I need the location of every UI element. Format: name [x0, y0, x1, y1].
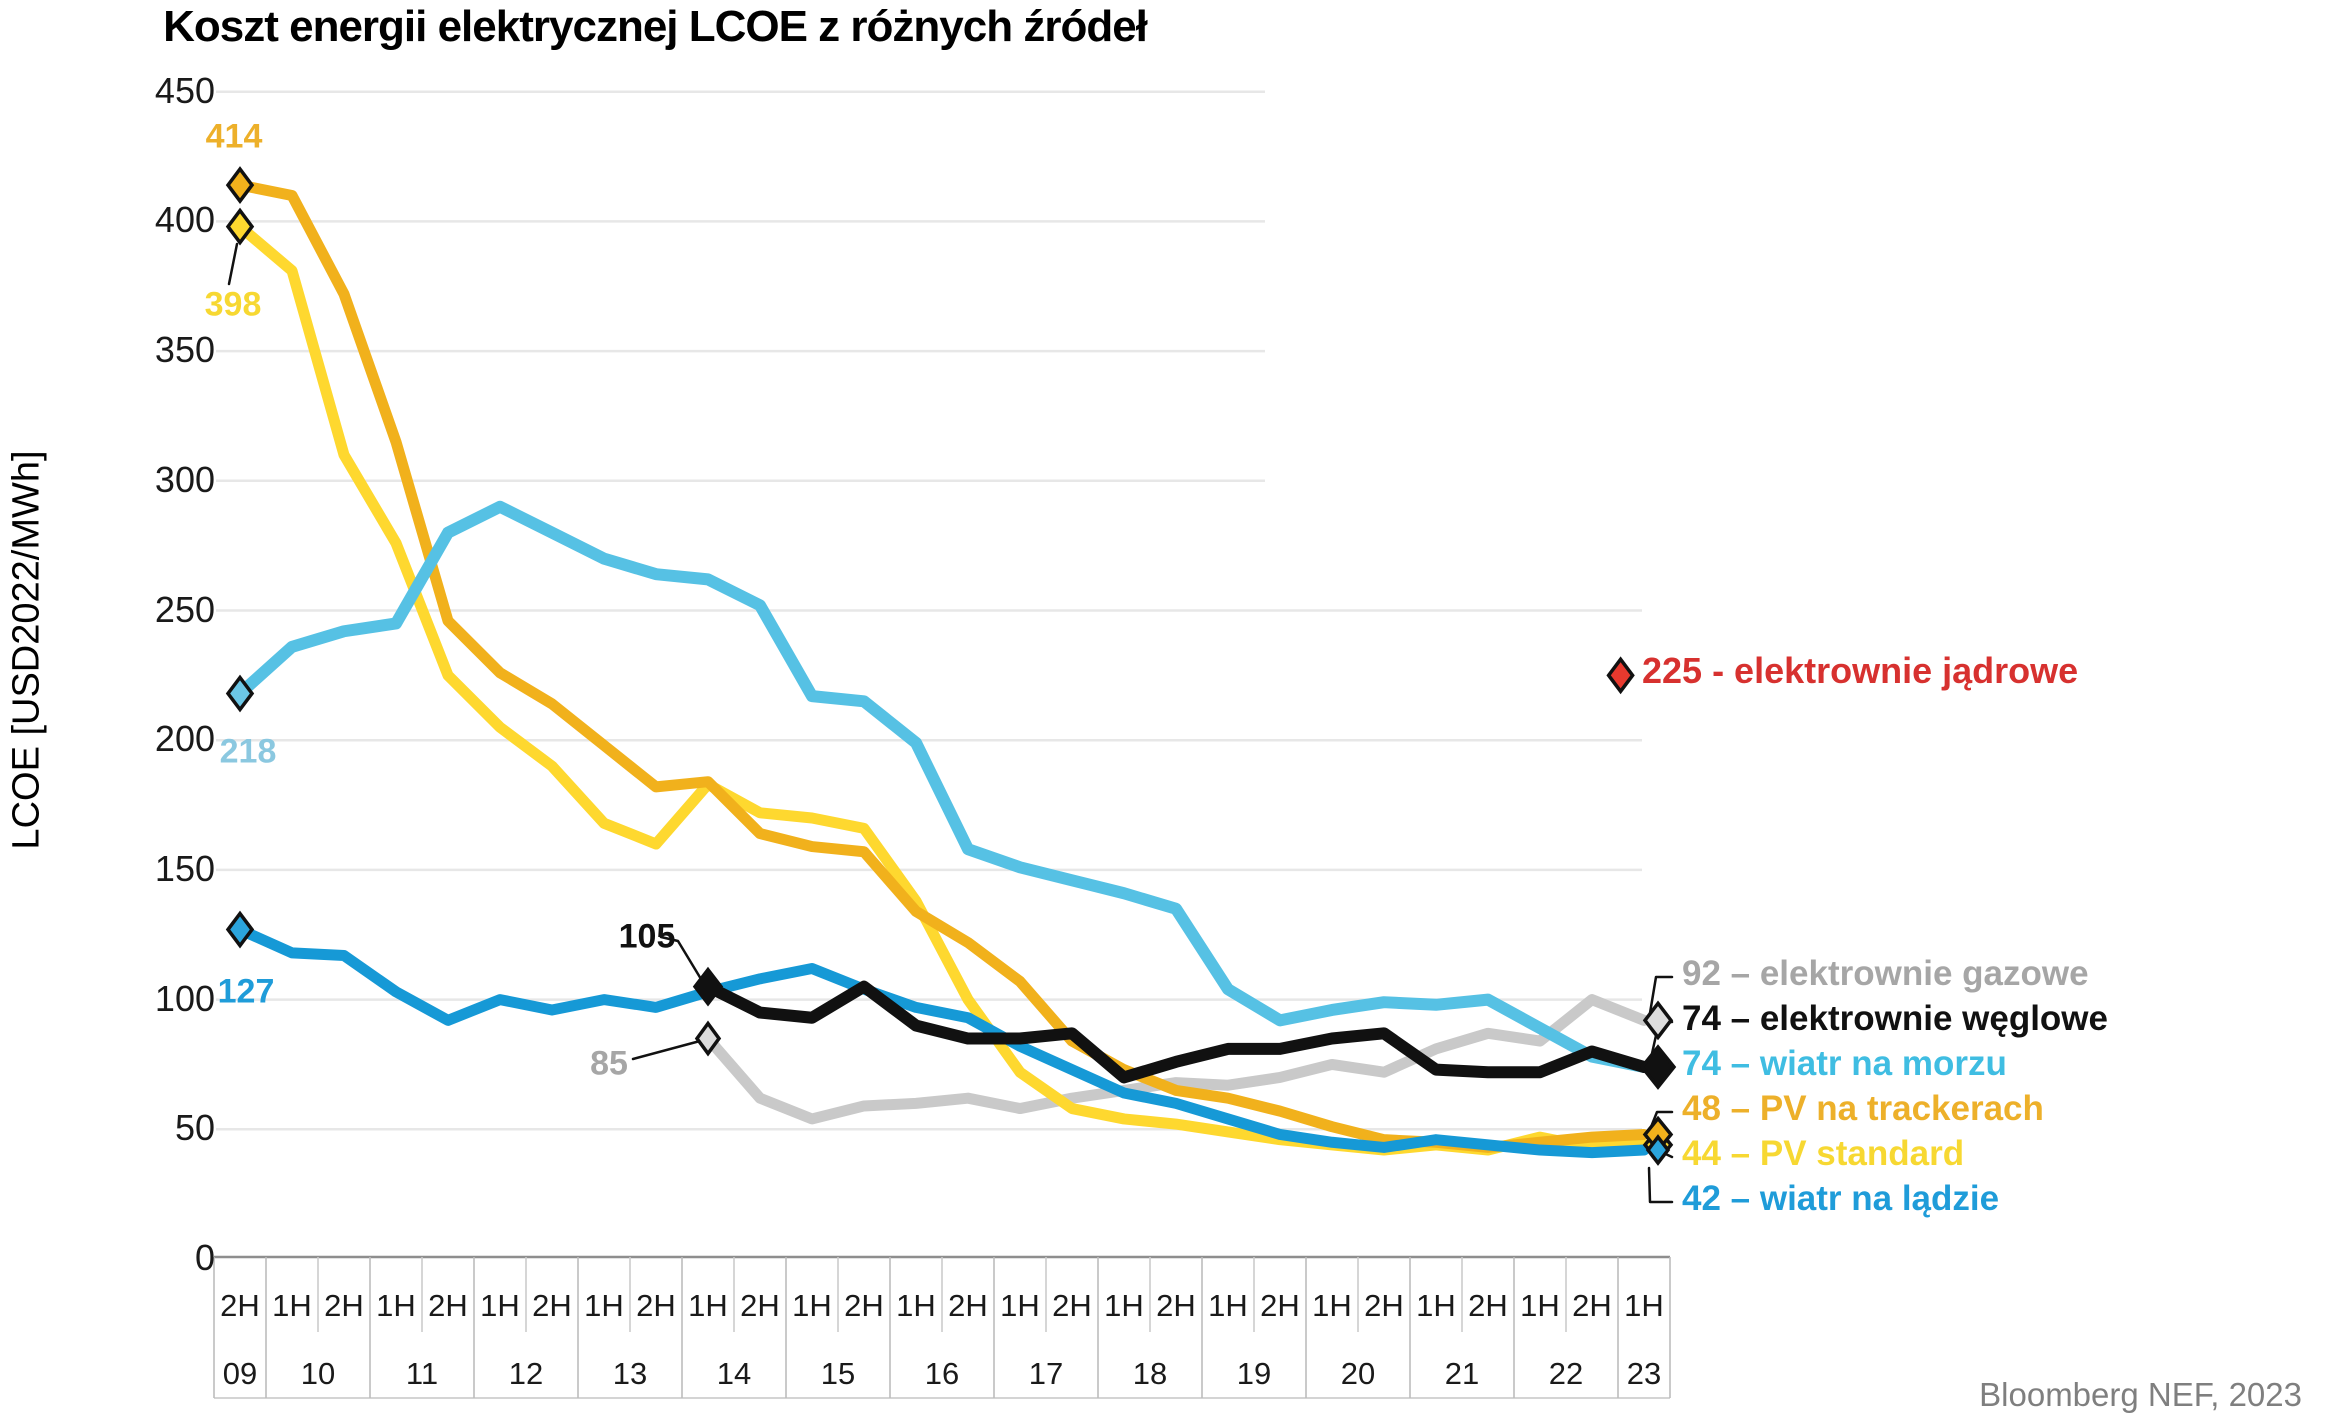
x-tick-half-label: 1H: [1104, 1288, 1144, 1323]
x-tick-half-label: 1H: [688, 1288, 728, 1323]
start-marker-wiatr_morze: [225, 674, 255, 713]
end-marker-weglowe: [1639, 1044, 1677, 1090]
x-tick-year-label: 18: [1133, 1356, 1167, 1391]
start-marker-wiatr_lad: [225, 910, 255, 949]
start-marker-gazowe: [694, 1020, 722, 1057]
nuclear-marker: [1606, 656, 1635, 695]
end-label-pv_trackerach: 48 – PV na trackerach: [1682, 1089, 2044, 1128]
x-tick-half-label: 2H: [532, 1288, 572, 1323]
x-tick-year-label: 21: [1445, 1356, 1479, 1391]
end-label-wiatr_morze: 74 – wiatr na morzu: [1682, 1044, 2007, 1083]
end-label-wiatr_lad: 42 – wiatr na lądzie: [1682, 1179, 2000, 1218]
x-tick-half-label: 1H: [1312, 1288, 1352, 1323]
x-tick-half-label: 2H: [428, 1288, 468, 1323]
start-marker-weglowe: [692, 966, 724, 1007]
value-annotation-pv_standard: 398: [204, 285, 262, 324]
x-tick-half-label: 2H: [948, 1288, 988, 1323]
chart-title: Koszt energii elektrycznej LCOE z różnyc…: [163, 2, 1148, 51]
x-tick-half-label: 1H: [896, 1288, 936, 1323]
start-marker-pv_trackerach: [225, 166, 255, 205]
x-tick-half-label: 1H: [376, 1288, 416, 1323]
x-tick-year-label: 15: [821, 1356, 855, 1391]
leader-line: [659, 935, 706, 986]
x-tick-half-label: 2H: [220, 1288, 260, 1323]
x-tick-half-label: 1H: [1416, 1288, 1456, 1323]
x-tick-half-label: 1H: [1208, 1288, 1248, 1323]
y-tick-label: 300: [154, 458, 215, 500]
value-annotation-wiatr_morze: 218: [219, 732, 277, 770]
x-tick-half-label: 1H: [272, 1288, 312, 1323]
x-tick-year-label: 11: [406, 1356, 438, 1391]
series-line-wiatr_morze: [234, 500, 1650, 1074]
end-label-gazowe: 92 – elektrownie gazowe: [1682, 954, 2089, 993]
x-tick-half-label: 1H: [1624, 1288, 1664, 1323]
leader-line: [631, 1039, 702, 1061]
leader-line: [1648, 975, 1674, 1015]
value-annotation-pv_trackerach: 414: [205, 117, 263, 156]
y-tick-label: 150: [154, 847, 215, 889]
y-tick-label: 0: [194, 1237, 215, 1278]
series-line-gazowe: [702, 994, 1650, 1125]
x-tick-half-label: 2H: [1052, 1288, 1092, 1323]
leader-line: [1647, 1166, 1674, 1204]
end-marker-wiatr_lad: [1645, 1134, 1671, 1166]
y-tick-label: 350: [154, 329, 215, 371]
y-tick-label: 200: [154, 718, 215, 760]
y-tick-label: 450: [154, 69, 215, 111]
start-marker-pv_standard: [225, 207, 255, 246]
leader-line: [227, 242, 239, 286]
nuclear-legend-label: 225 - elektrownie jądrowe: [1642, 650, 2079, 692]
x-tick-year-label: 16: [925, 1356, 959, 1391]
x-tick-half-label: 2H: [324, 1288, 364, 1323]
x-tick-half-label: 2H: [1572, 1288, 1612, 1323]
x-tick-year-label: 20: [1341, 1356, 1375, 1391]
end-marker-gazowe: [1642, 1000, 1674, 1041]
y-tick-label: 250: [154, 588, 215, 630]
x-tick-half-label: 2H: [1260, 1288, 1300, 1323]
value-annotation-weglowe: 105: [618, 917, 676, 956]
x-tick-half-label: 1H: [1000, 1288, 1040, 1323]
x-tick-half-label: 1H: [792, 1288, 832, 1323]
x-tick-year-label: 14: [717, 1356, 751, 1391]
x-tick-half-label: 2H: [844, 1288, 884, 1323]
x-tick-year-label: 09: [223, 1356, 257, 1391]
x-tick-half-label: 2H: [1468, 1288, 1508, 1323]
x-tick-half-label: 2H: [636, 1288, 676, 1323]
x-tick-year-label: 17: [1029, 1356, 1063, 1391]
x-tick-half-label: 2H: [1156, 1288, 1196, 1323]
y-axis-title: LCOE [USD2022/MWh]: [5, 450, 48, 850]
x-tick-year-label: 13: [613, 1356, 647, 1391]
value-annotation-wiatr_lad: 127: [217, 972, 275, 1011]
x-tick-year-label: 23: [1627, 1356, 1661, 1391]
x-tick-half-label: 1H: [584, 1288, 624, 1323]
x-tick-half-label: 2H: [1364, 1288, 1404, 1323]
x-tick-half-label: 2H: [740, 1288, 780, 1323]
source-attribution: Bloomberg NEF, 2023: [1979, 1376, 2302, 1413]
y-tick-label: 50: [174, 1107, 215, 1149]
x-tick-year-label: 22: [1549, 1356, 1583, 1391]
y-tick-label: 400: [154, 199, 215, 241]
x-tick-year-label: 19: [1237, 1356, 1271, 1391]
series-line-wiatr_lad: [234, 924, 1650, 1159]
y-tick-label: 100: [154, 977, 215, 1019]
x-tick-half-label: 1H: [480, 1288, 520, 1323]
end-label-weglowe: 74 – elektrownie węglowe: [1682, 999, 2108, 1038]
end-label-pv_standard: 44 – PV standard: [1682, 1134, 1965, 1173]
x-tick-year-label: 12: [509, 1356, 543, 1391]
x-tick-half-label: 1H: [1520, 1288, 1560, 1323]
series-line-weglowe: [702, 980, 1650, 1084]
x-tick-year-label: 10: [301, 1356, 335, 1391]
value-annotation-gazowe: 85: [590, 1044, 628, 1082]
